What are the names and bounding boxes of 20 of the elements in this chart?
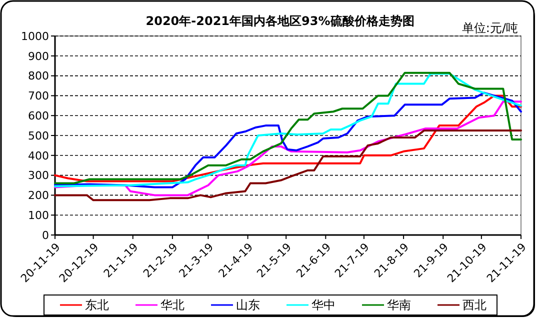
y-tick-label: 200 <box>28 189 49 202</box>
legend-label: 东北 <box>85 298 109 312</box>
y-tick-label: 500 <box>28 129 49 142</box>
legend-label: 山东 <box>236 298 260 312</box>
y-tick-label: 700 <box>28 90 49 103</box>
y-tick-label: 300 <box>28 169 49 182</box>
legend-label: 西北 <box>462 298 486 312</box>
legend-label: 华中 <box>312 298 336 312</box>
text: 单位:元/吨 <box>462 21 518 35</box>
y-tick-label: 800 <box>28 70 49 83</box>
y-tick-label: 0 <box>42 228 49 242</box>
y-tick-label: 900 <box>28 50 49 63</box>
y-tick-label: 100 <box>28 208 49 222</box>
y-tick-label: 600 <box>28 109 49 122</box>
legend-label: 华南 <box>387 298 411 312</box>
chart-title: 2020年-2021年国内各地区93%硫酸价格走势图 <box>146 14 414 28</box>
y-tick-label: 1000 <box>21 30 49 43</box>
y-tick-label: 400 <box>28 149 49 162</box>
line-series <box>54 130 522 202</box>
legend-label: 华北 <box>160 298 184 312</box>
